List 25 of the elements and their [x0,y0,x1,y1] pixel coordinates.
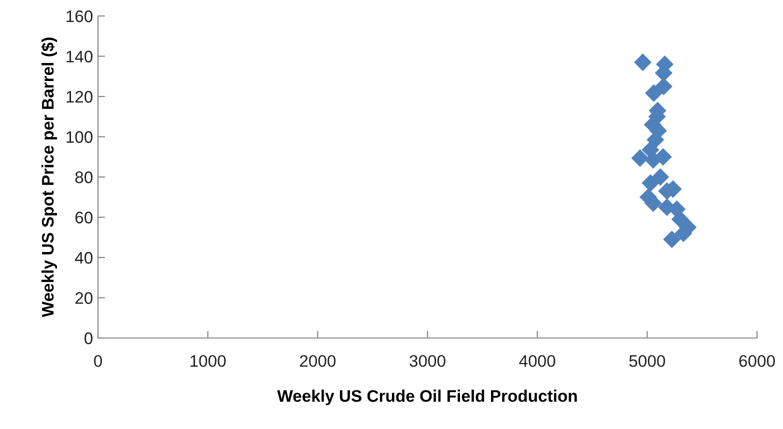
y-axis-title: Weekly US Spot Price per Barrel ($) [41,38,57,318]
y-tick-label: 140 [66,50,92,62]
x-tick-label: 3000 [410,355,446,367]
y-tick-label: 120 [66,90,92,103]
x-tick-label: 6000 [739,355,775,367]
point [644,84,663,102]
y-tick-label: 60 [75,212,92,224]
point [652,168,670,186]
x-tick-label: 1000 [190,355,226,367]
y-tick-label: 160 [66,10,92,22]
point [654,78,672,96]
x-tick-label: 5000 [629,355,666,367]
point [631,149,649,167]
y-tick-label: 20 [75,292,92,304]
x-tick-label: 4000 [519,355,556,367]
x-tick-label: 2000 [300,355,336,367]
point [634,54,652,72]
x-tick-label: 0 [94,355,102,367]
y-tick-label: 100 [66,131,92,143]
point [642,174,660,192]
y-tick-label: 0 [84,332,92,344]
y-tick-label: 40 [74,252,92,264]
y-tick-label: 80 [75,171,92,184]
x-axis-title: Weekly US Crude Oil Field Production [277,390,577,406]
point [663,230,681,248]
